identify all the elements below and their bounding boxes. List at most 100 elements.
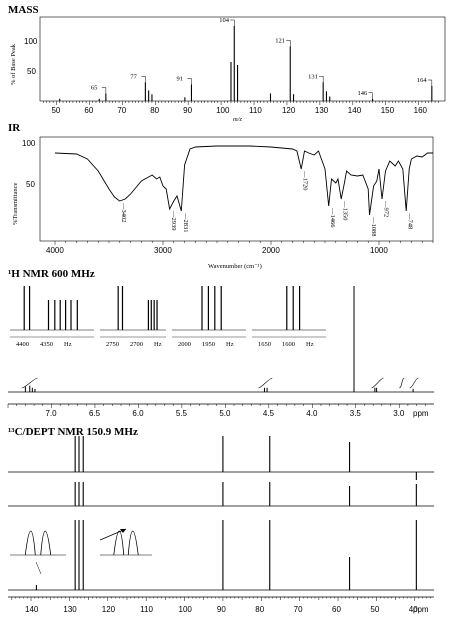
cnmr-x-tick-label: 60 xyxy=(332,605,341,614)
hnmr-inset-tick-label: 1950 xyxy=(202,341,215,348)
mass-title: MASS xyxy=(8,4,39,16)
hnmr-x-tick-label: ppm xyxy=(413,409,429,418)
cnmr-x-tick-label: 90 xyxy=(217,605,226,614)
ir-x-ticks: 4000 3000 2000 1000 xyxy=(46,241,434,255)
hnmr-integral-curve xyxy=(371,377,384,389)
hnmr-inset-tick-label: Hz xyxy=(306,341,314,348)
hnmr-x-tick-label: 6.0 xyxy=(132,409,144,418)
hnmr-x-tick-label: 7.0 xyxy=(45,409,57,418)
cnmr-x-tick-label: 50 xyxy=(370,605,379,614)
hnmr-x-tick-label: 4.5 xyxy=(263,409,275,418)
ir-x-tick-label: 1000 xyxy=(370,246,388,255)
cnmr-inset-arrow xyxy=(35,561,42,575)
ir-band-label: —748 xyxy=(407,212,414,229)
mass-y-tick-100: 100 xyxy=(24,37,38,46)
mass-bars xyxy=(59,26,433,101)
cnmr-x-tick-label: 80 xyxy=(255,605,264,614)
hnmr-integrals xyxy=(21,377,419,389)
mass-x-tick-label: 70 xyxy=(117,106,126,115)
cnmr-inset-peak xyxy=(40,530,52,556)
ir-band-label: —2939 xyxy=(170,210,177,231)
mass-x-tick-label: 150 xyxy=(381,106,395,115)
ir-y-tick-50: 50 xyxy=(26,180,35,189)
cnmr-x-tick-label: 100 xyxy=(179,605,193,614)
hnmr-integral-curve xyxy=(409,377,419,389)
mass-peak-label: 77 xyxy=(130,73,137,80)
cnmr-x-tick-label: 120 xyxy=(102,605,116,614)
hnmr-integral-curve xyxy=(21,377,38,389)
cnmr-x-tick-label: 130 xyxy=(63,605,77,614)
hnmr-integral-curve xyxy=(399,377,405,389)
cnmr-x-tick-label: 110 xyxy=(140,605,153,614)
ir-band-label: —2831 xyxy=(182,212,189,233)
ir-band-labels: —3402 —2939 —2831 —1720 —1466 —1350 —1088 —972 —… xyxy=(120,170,414,237)
hnmr-inset-tick-label: 4350 xyxy=(40,341,53,348)
cnmr-insets xyxy=(10,528,152,575)
cnmr-inset-peak xyxy=(24,530,36,556)
hnmr-inset-tick-label: Hz xyxy=(154,341,162,348)
hnmr-inset-tick-label: 2000 xyxy=(178,341,191,348)
ir-title: IR xyxy=(8,122,21,134)
mass-x-tick-label: 120 xyxy=(282,106,296,115)
mass-x-tick-label: 140 xyxy=(348,106,362,115)
mass-peak-label: 131 xyxy=(308,73,318,80)
mass-x-tick-label: 50 xyxy=(51,106,60,115)
cnmr-inset-peak xyxy=(113,530,125,556)
ir-band-label: —1350 xyxy=(342,200,349,221)
ir-x-tick-label: 3000 xyxy=(154,246,172,255)
ir-band-label: —3402 xyxy=(120,202,127,223)
cnmr-x-tick-label: 140 xyxy=(25,605,39,614)
hnmr-inset-tick-label: 2750 xyxy=(106,341,119,348)
hnmr-integral-curve xyxy=(258,377,273,389)
cnmr-inset-arrowhead xyxy=(120,529,126,533)
cnmr-x-tick-label: ppm xyxy=(413,605,429,614)
mass-x-tick-label: 100 xyxy=(216,106,230,115)
ir-x-tick-label: 4000 xyxy=(46,246,64,255)
ir-spectrum-line xyxy=(54,145,433,216)
mass-y-tick-50: 50 xyxy=(27,67,36,76)
ir-band-label: —1720 xyxy=(302,170,309,191)
mass-x-ticks: 50 60 70 80 90 100 110 120 130 140 150 160 xyxy=(43,101,439,115)
ir-panel: %Transmittance 100 50 4000 3000 2000 1000 W… xyxy=(12,136,434,270)
mass-peak-label: 104 xyxy=(219,17,230,24)
hnmr-inset-tick-label: 1600 xyxy=(282,341,295,348)
mass-x-tick-label: 60 xyxy=(84,106,93,115)
cnmr-x-tick-label: 40 xyxy=(409,605,418,614)
cnmr-x-tick-label: 70 xyxy=(294,605,303,614)
ir-band-label: —1466 xyxy=(329,207,336,228)
mass-x-tick-label: 130 xyxy=(315,106,329,115)
hnmr-x-tick-label: 4.0 xyxy=(306,409,318,418)
ir-band-label: —1088 xyxy=(370,216,377,237)
mass-peak-label: 146 xyxy=(358,90,369,97)
mass-peak-labels: 65 77 91 104 121 131 146 164 xyxy=(91,17,433,99)
hnmr-x-tick-label: 3.5 xyxy=(350,409,362,418)
mass-peak-label: 65 xyxy=(91,85,98,92)
ir-x-label: Wavenumber (cm⁻¹) xyxy=(208,263,262,270)
hnmr-x-tick-label: 6.5 xyxy=(89,409,101,418)
hnmr-inset-tick-label: Hz xyxy=(226,341,234,348)
mass-axes-frame xyxy=(39,16,446,102)
ir-y-tick-100: 100 xyxy=(22,139,36,148)
hnmr-peaks xyxy=(24,286,414,392)
ir-x-tick-label: 2000 xyxy=(262,246,280,255)
hnmr-inset-tick-label: 1650 xyxy=(258,341,271,348)
ir-axes-frame xyxy=(39,136,434,242)
mass-peak-label: 164 xyxy=(417,77,428,84)
cnmr-inset-peak xyxy=(127,530,139,556)
hnmr-x-tick-label: 3.0 xyxy=(393,409,405,418)
hnmr-insets: 4400 4350 Hz 2750 2700 Hz 2000 1950 Hz 1650 1600 Hz xyxy=(10,286,326,348)
hnmr-inset-tick-label: Hz xyxy=(64,341,72,348)
mass-panel: % of Base Peak 100 50 50 60 70 80 90 100 110 12… xyxy=(10,16,446,123)
hnmr-inset-tick-label: 2700 xyxy=(130,341,143,348)
mass-y-label: % of Base Peak xyxy=(10,43,17,85)
mass-x-label: m/z xyxy=(233,116,243,123)
hnmr-title: ¹H NMR 600 MHz xyxy=(8,268,95,280)
ir-band-label: —972 xyxy=(383,200,390,217)
mass-x-tick-label: 80 xyxy=(150,106,159,115)
ir-y-label: %Transmittance xyxy=(12,183,19,225)
mass-x-tick-label: 110 xyxy=(249,106,262,115)
mass-peak-label: 91 xyxy=(176,76,183,83)
